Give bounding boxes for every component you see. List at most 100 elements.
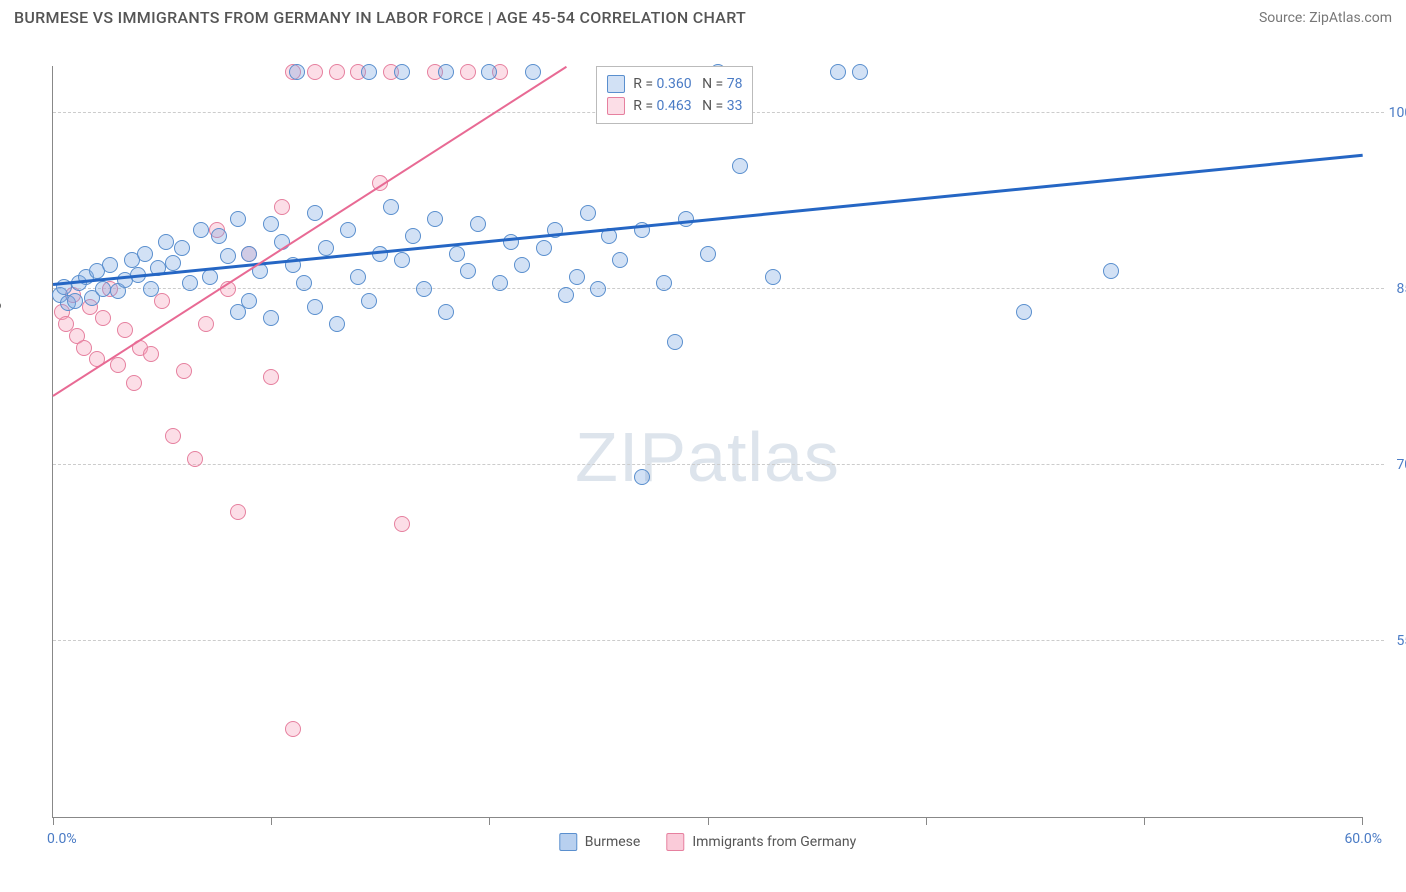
- scatter-point: [263, 369, 279, 385]
- scatter-point: [514, 257, 530, 273]
- chart-header: BURMESE VS IMMIGRANTS FROM GERMANY IN LA…: [0, 0, 1406, 41]
- trendline: [53, 154, 1363, 286]
- legend-label: Burmese: [585, 834, 641, 850]
- scatter-point: [95, 281, 111, 297]
- scatter-point: [634, 469, 650, 485]
- y-tick-label: 70.0%: [1374, 457, 1406, 473]
- scatter-point: [394, 64, 410, 80]
- scatter-point: [732, 158, 748, 174]
- scatter-point: [656, 275, 672, 291]
- scatter-point: [383, 199, 399, 215]
- gridline: [53, 464, 1384, 465]
- scatter-point: [143, 346, 159, 362]
- scatter-point: [220, 248, 236, 264]
- scatter-point: [285, 721, 301, 737]
- scatter-point: [1016, 304, 1032, 320]
- scatter-point: [438, 304, 454, 320]
- legend-bottom: Burmese Immigrants from Germany: [559, 833, 856, 851]
- trendline: [52, 66, 566, 397]
- scatter-point: [158, 234, 174, 250]
- scatter-point: [340, 222, 356, 238]
- scatter-point: [678, 211, 694, 227]
- scatter-point: [416, 281, 432, 297]
- x-tick: [1144, 817, 1145, 825]
- series-swatch: [607, 97, 625, 115]
- gridline: [53, 640, 1384, 641]
- scatter-point: [165, 255, 181, 271]
- scatter-point: [329, 316, 345, 332]
- scatter-point: [612, 252, 628, 268]
- scatter-point: [1103, 263, 1119, 279]
- scatter-point: [117, 322, 133, 338]
- scatter-point: [329, 64, 345, 80]
- x-tick: [489, 817, 490, 825]
- chart-title: BURMESE VS IMMIGRANTS FROM GERMANY IN LA…: [14, 8, 746, 27]
- watermark-zip: ZIP: [575, 418, 687, 496]
- scatter-point: [558, 287, 574, 303]
- scatter-point: [449, 246, 465, 262]
- scatter-point: [137, 246, 153, 262]
- chart-container: In Labor Force | Age 45-54 ZIPatlas 55.0…: [14, 44, 1392, 874]
- legend-label: Immigrants from Germany: [692, 834, 856, 850]
- scatter-point: [427, 211, 443, 227]
- scatter-point: [852, 64, 868, 80]
- scatter-point: [394, 516, 410, 532]
- scatter-point: [569, 269, 585, 285]
- stats-row: R = 0.360 N = 78: [607, 73, 742, 95]
- series-swatch: [607, 75, 625, 93]
- scatter-point: [211, 228, 227, 244]
- scatter-point: [182, 275, 198, 291]
- watermark: ZIPatlas: [575, 417, 840, 497]
- scatter-point: [241, 293, 257, 309]
- scatter-point: [394, 252, 410, 268]
- watermark-atlas: atlas: [687, 418, 840, 496]
- scatter-point: [460, 263, 476, 279]
- legend-item: Burmese: [559, 833, 641, 851]
- scatter-point: [481, 64, 497, 80]
- scatter-point: [405, 228, 421, 244]
- x-tick: [271, 817, 272, 825]
- stats-text: R = 0.463 N = 33: [633, 98, 742, 114]
- scatter-point: [830, 64, 846, 80]
- scatter-point: [700, 246, 716, 262]
- legend-swatch: [666, 833, 684, 851]
- scatter-point: [590, 281, 606, 297]
- scatter-point: [174, 240, 190, 256]
- scatter-point: [307, 205, 323, 221]
- scatter-point: [765, 269, 781, 285]
- y-tick-label: 100.0%: [1374, 105, 1406, 121]
- scatter-point: [76, 340, 92, 356]
- x-tick-label: 0.0%: [47, 831, 77, 847]
- scatter-point: [230, 504, 246, 520]
- x-tick: [708, 817, 709, 825]
- plot-area: ZIPatlas 55.0%70.0%85.0%100.0%0.0%60.0%R…: [52, 66, 1362, 818]
- scatter-point: [154, 293, 170, 309]
- stats-row: R = 0.463 N = 33: [607, 95, 742, 117]
- scatter-point: [318, 240, 334, 256]
- scatter-point: [438, 64, 454, 80]
- stats-legend: R = 0.360 N = 78 R = 0.463 N = 33: [596, 66, 753, 124]
- scatter-point: [307, 299, 323, 315]
- scatter-point: [361, 293, 377, 309]
- scatter-point: [193, 222, 209, 238]
- scatter-point: [187, 451, 203, 467]
- scatter-point: [274, 199, 290, 215]
- scatter-point: [110, 357, 126, 373]
- scatter-point: [263, 310, 279, 326]
- gridline: [53, 288, 1384, 289]
- scatter-point: [176, 363, 192, 379]
- y-tick-label: 55.0%: [1374, 633, 1406, 649]
- scatter-point: [492, 275, 508, 291]
- scatter-point: [67, 293, 83, 309]
- scatter-point: [296, 275, 312, 291]
- stats-text: R = 0.360 N = 78: [633, 76, 742, 92]
- legend-swatch: [559, 833, 577, 851]
- scatter-point: [263, 216, 279, 232]
- scatter-point: [350, 269, 366, 285]
- x-tick: [53, 817, 54, 825]
- chart-source: Source: ZipAtlas.com: [1259, 10, 1392, 26]
- y-tick-label: 85.0%: [1374, 281, 1406, 297]
- x-tick: [926, 817, 927, 825]
- scatter-point: [230, 211, 246, 227]
- scatter-point: [525, 64, 541, 80]
